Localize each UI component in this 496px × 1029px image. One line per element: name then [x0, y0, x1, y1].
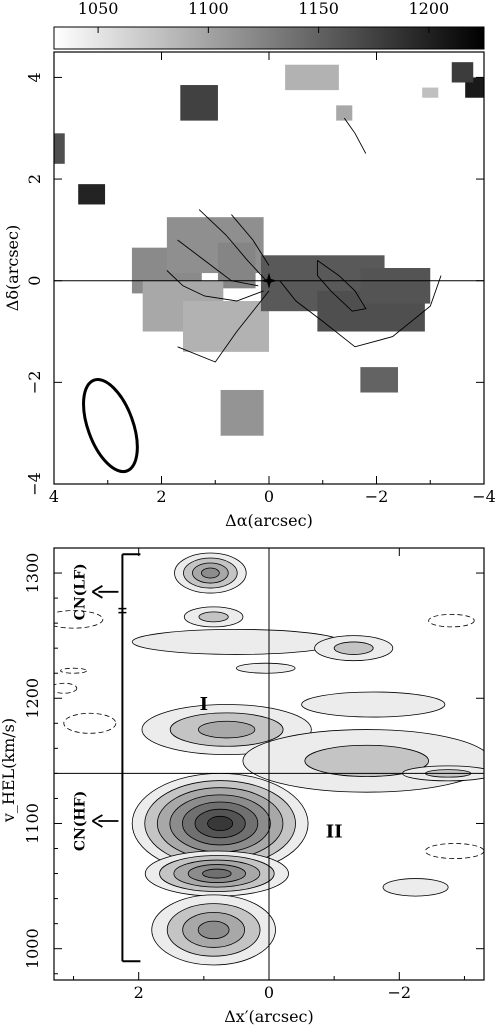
beam-ellipse [82, 378, 139, 474]
pv-diagram-emission [131, 552, 484, 966]
pv-negative-contour [424, 843, 484, 859]
velocity-pixel [285, 64, 339, 91]
velocity-contour [231, 214, 270, 266]
pv-contour-level [198, 611, 229, 623]
colorbar-tick-label: 1050 [78, 0, 119, 18]
velocity-contour [198, 209, 267, 282]
x-tick-label: 2 [134, 983, 144, 1002]
colorbar-tick-label: 1150 [298, 0, 339, 18]
pv-contour-level [304, 744, 430, 777]
cn-arrow-head [91, 585, 103, 599]
x-tick-label: 4 [49, 487, 59, 506]
pv-contour-level [197, 920, 230, 940]
pv-diagram-ylabel: v_HEL(km/s) [0, 718, 18, 823]
y-tick-label: 1300 [23, 553, 42, 594]
colorbar-gradient [53, 26, 485, 50]
pv-contour-level [301, 691, 446, 718]
cn-bracket [118, 553, 141, 963]
region-label: I [200, 694, 208, 715]
y-tick-label: 2 [25, 174, 44, 184]
pv-contour-level [202, 868, 232, 879]
star-marker-shape [261, 272, 277, 289]
x-tick-label: 0 [264, 487, 274, 506]
cn-arrow-head [91, 814, 103, 828]
velocity-map-pixels [54, 62, 484, 436]
pv-negative-contour [428, 613, 475, 628]
region-label: II [326, 822, 343, 843]
y-tick-label: −4 [25, 472, 44, 496]
colorbar: 1050 1100 1150 1200 [53, 0, 485, 50]
y-tick-label: 0 [25, 276, 44, 286]
velocity-map-ticks: 4 2 0 −2 −4 −4 −2 0 2 4 [25, 52, 496, 506]
velocity-pixel [183, 301, 269, 352]
pv-contour-level [382, 878, 449, 897]
velocity-pixel [78, 184, 106, 205]
y-tick-label: 4 [25, 72, 44, 82]
pv-contour-level [201, 567, 220, 579]
velocity-map-panel: 4 2 0 −2 −4 −4 −2 0 2 4 Δα(arcsec) Δδ(arcsec) [3, 51, 496, 530]
velocity-contour [279, 275, 442, 348]
pv-diagram-ticks: 2 0 −2 1000 1100 1200 1300 [23, 547, 484, 1002]
pv-diagram-annotations: CN(LF)CN(HF)III [72, 563, 342, 851]
y-tick-label: −2 [25, 371, 44, 395]
pv-diagram-negative-contours [54, 610, 484, 859]
pv-negative-contour [54, 610, 104, 629]
y-tick-label: 1200 [23, 678, 42, 719]
velocity-pixel [360, 367, 398, 393]
velocity-pixel [336, 105, 353, 121]
colorbar-tick-label: 1200 [409, 0, 450, 18]
pv-contour-level [198, 720, 256, 739]
pv-diagram-xlabel: Δx′(arcsec) [224, 1007, 313, 1026]
pv-contour-level [236, 662, 296, 674]
x-tick-label: −2 [365, 487, 389, 506]
velocity-contour [343, 117, 367, 154]
velocity-contour [177, 239, 259, 287]
beam-ellipse-shape [82, 378, 139, 474]
velocity-map-ylabel: Δδ(arcsec) [3, 225, 22, 311]
colorbar-ticks: 1050 1100 1150 1200 [78, 0, 449, 33]
y-tick-label: 1100 [23, 803, 42, 844]
colorbar-tick-label: 1100 [188, 0, 229, 18]
x-tick-label: −4 [472, 487, 496, 506]
pv-negative-contour [60, 667, 87, 674]
pv-negative-contour [63, 712, 117, 734]
velocity-pixel [422, 87, 439, 98]
pv-diagram-reference-lines [54, 548, 484, 980]
velocity-pixel [180, 85, 218, 121]
velocity-contour [316, 260, 367, 312]
y-tick-label: 1000 [23, 928, 42, 969]
cn-label: CN(LF) [72, 563, 88, 620]
velocity-pixel [54, 133, 65, 164]
velocity-contour [177, 290, 270, 363]
velocity-pixel [220, 389, 264, 436]
x-tick-label: 2 [156, 487, 166, 506]
x-tick-label: −2 [388, 983, 412, 1002]
velocity-pixel [360, 268, 431, 304]
pv-contour-level [131, 628, 342, 655]
pv-contour-level [333, 641, 374, 655]
velocity-pixel [451, 62, 474, 83]
pv-contour-level [207, 815, 234, 832]
pv-negative-contour [54, 682, 78, 694]
cn-label: CN(HF) [72, 791, 88, 851]
nucleus-star-marker [261, 272, 277, 289]
velocity-map-xlabel: Δα(arcsec) [225, 511, 313, 530]
x-tick-label: 0 [264, 983, 274, 1002]
